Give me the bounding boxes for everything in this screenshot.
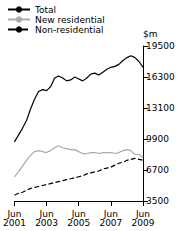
svg-text:2007: 2007 (99, 218, 122, 228)
svg-text:2001: 2001 (3, 218, 26, 228)
svg-text:2003: 2003 (35, 218, 58, 228)
svg-text:New residential: New residential (35, 15, 105, 25)
svg-text:3500: 3500 (146, 196, 169, 206)
svg-text:2009: 2009 (132, 218, 155, 228)
svg-text:13100: 13100 (146, 103, 175, 113)
svg-text:9900: 9900 (146, 134, 169, 144)
svg-text:Jun: Jun (7, 208, 22, 219)
svg-text:2005: 2005 (67, 218, 90, 228)
svg-text:19500: 19500 (146, 41, 175, 51)
svg-text:$m: $m (143, 29, 158, 39)
svg-text:Jun: Jun (39, 208, 54, 219)
svg-text:Jun: Jun (71, 208, 86, 219)
svg-text:Jun: Jun (136, 208, 150, 219)
svg-text:Non-residential: Non-residential (35, 25, 103, 35)
svg-text:Jun: Jun (103, 208, 118, 219)
svg-text:6700: 6700 (146, 165, 169, 175)
svg-text:16300: 16300 (146, 72, 175, 82)
svg-text:Total: Total (34, 5, 56, 15)
